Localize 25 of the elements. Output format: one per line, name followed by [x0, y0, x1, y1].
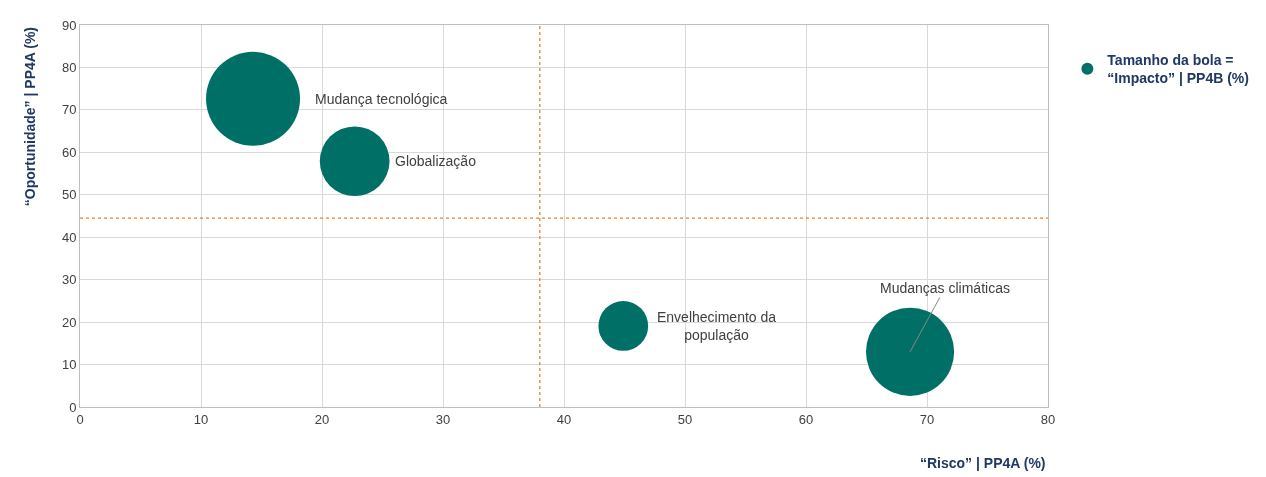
- y-tick-label: 30: [61, 272, 77, 288]
- x-tick-label: 20: [314, 411, 330, 427]
- x-axis-title: “Risco” | PP4A (%): [920, 455, 1046, 471]
- y-tick-label: 10: [61, 357, 77, 373]
- y-tick-label: 0: [69, 399, 77, 415]
- y-tick-label: 70: [61, 102, 77, 118]
- x-tick-label: 40: [556, 411, 572, 427]
- y-tick-label: 90: [61, 17, 77, 33]
- x-tick-label: 80: [1040, 411, 1056, 427]
- x-tick-label: 70: [919, 411, 935, 427]
- annotation: Envelhecimento da população: [657, 309, 777, 344]
- x-tick-label: 50: [677, 411, 693, 427]
- annotation: Mudança tecnológica: [315, 91, 448, 107]
- y-tick-label: 20: [61, 314, 77, 330]
- annotation: Globalização: [395, 153, 477, 169]
- y-tick-label: 60: [61, 144, 77, 160]
- legend-label: Tamanho da bola = “Impacto” | PP4B (%): [1107, 52, 1249, 87]
- y-tick-label: 50: [61, 187, 77, 203]
- y-axis-title: “Oportunidade” | PP4A (%): [22, 26, 39, 207]
- annotation: Mudanças climáticas: [880, 280, 1010, 296]
- x-tick-label: 60: [798, 411, 814, 427]
- x-tick-label: 30: [435, 411, 451, 427]
- y-tick-label: 80: [61, 59, 77, 75]
- x-tick-label: 10: [193, 411, 209, 427]
- y-tick-label: 40: [61, 229, 77, 245]
